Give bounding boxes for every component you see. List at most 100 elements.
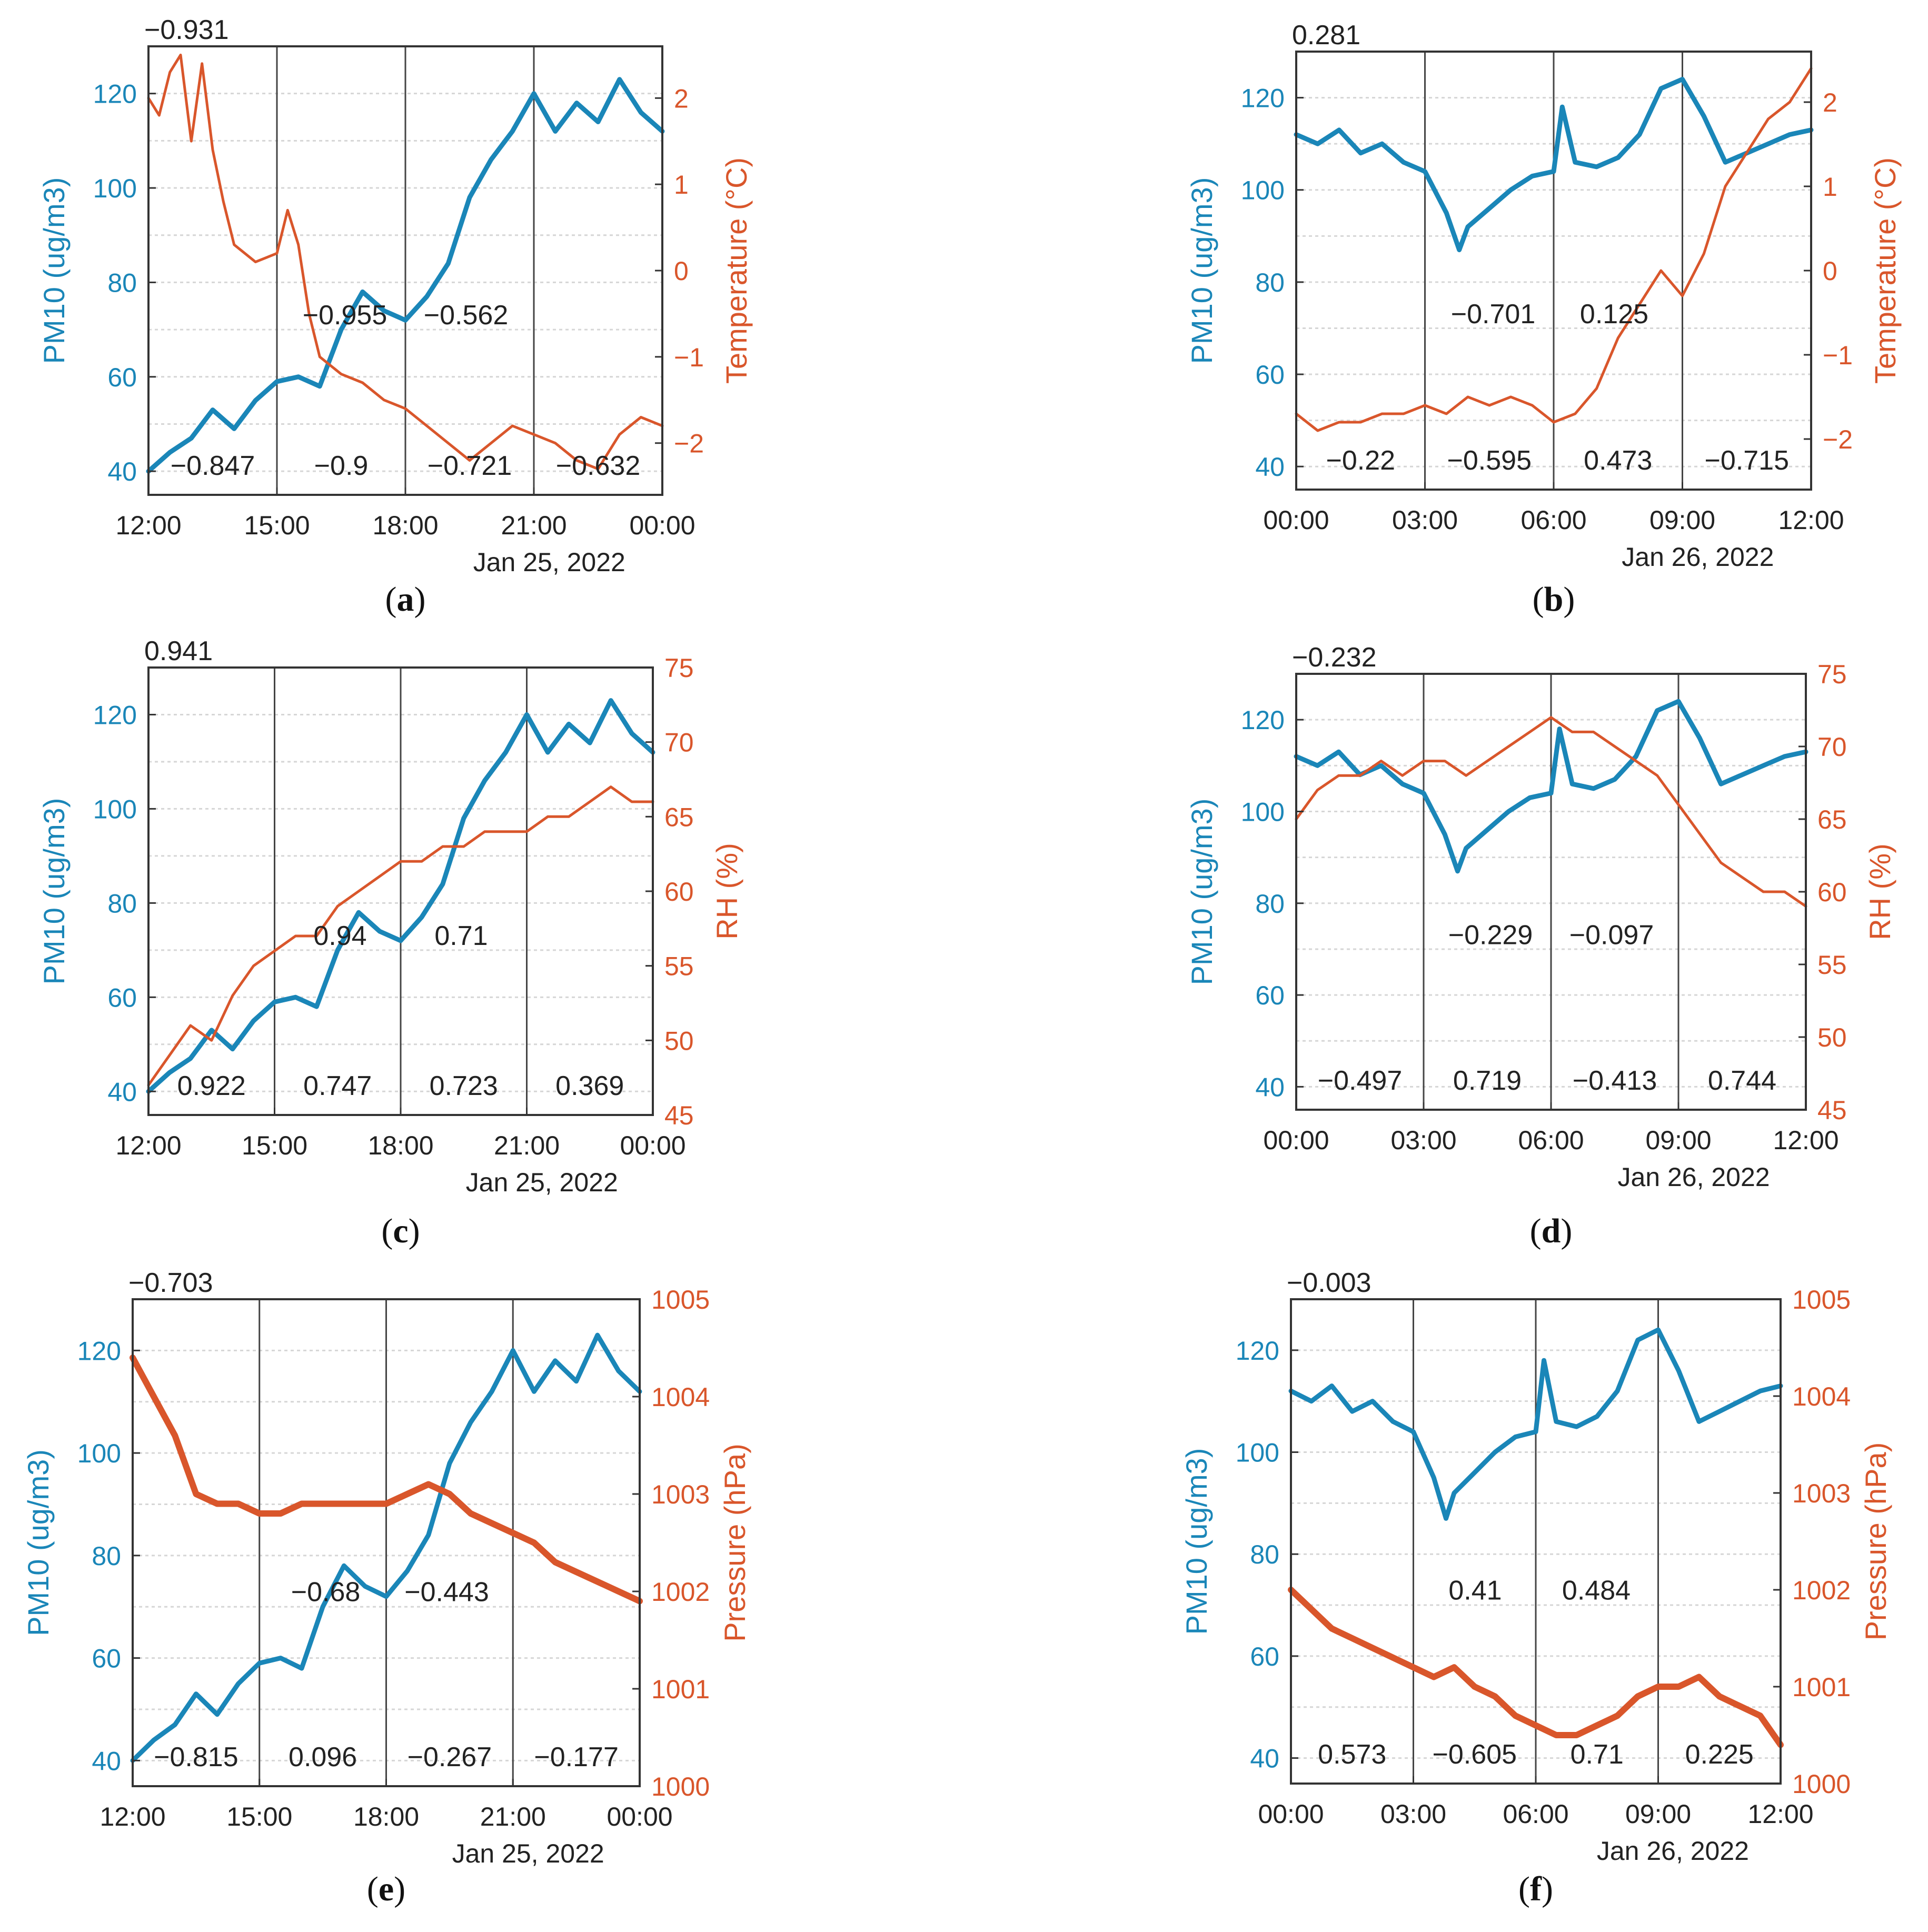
segment-correlation-top: 0.94 <box>313 921 366 951</box>
x-tick-label: 06:00 <box>1520 505 1586 535</box>
overall-correlation: −0.003 <box>1287 1268 1372 1298</box>
segment-correlation-bottom: 0.723 <box>430 1071 498 1101</box>
segment-correlation-bottom: −0.267 <box>408 1742 492 1772</box>
x-tick-label: 21:00 <box>494 1131 560 1160</box>
y-tick-label-right: 1002 <box>651 1577 710 1607</box>
y-axis-title-right: Pressure (hPa) <box>718 1443 751 1642</box>
y-tick-label-left: 80 <box>107 889 137 918</box>
y-axis-title-right: RH (%) <box>710 843 743 940</box>
series-line-temperature <box>1295 67 1813 432</box>
x-tick-label: 12:00 <box>115 511 181 540</box>
date-label: Jan 25, 2022 <box>452 1839 604 1868</box>
y-axis-title-right: Pressure (hPa) <box>1859 1442 1892 1641</box>
caption-paren-open: ( <box>1530 1212 1542 1250</box>
overall-correlation: −0.232 <box>1292 642 1377 673</box>
panel-caption: (a) <box>385 580 426 619</box>
segment-correlation-bottom: 0.747 <box>303 1071 372 1101</box>
caption-paren-close: ) <box>1542 1870 1553 1908</box>
series-line-pm10 <box>146 77 665 474</box>
x-tick-label: 00:00 <box>620 1131 685 1160</box>
panel-caption: (b) <box>1533 580 1575 619</box>
y-tick-label-right: 1005 <box>651 1285 710 1314</box>
segment-correlation-top: 0.125 <box>1580 299 1648 330</box>
y-axis-title-left: PM10 (ug/m3) <box>37 798 71 985</box>
overall-correlation: 0.941 <box>144 636 213 666</box>
y-axis-title-left: PM10 (ug/m3) <box>1185 799 1218 985</box>
date-label: Jan 25, 2022 <box>473 547 625 577</box>
y-tick-label-right: −2 <box>674 429 704 459</box>
y-tick-label-left: 60 <box>107 363 137 392</box>
x-tick-label: 09:00 <box>1649 505 1715 535</box>
segment-correlation-bottom: −0.22 <box>1326 445 1395 476</box>
segment-correlation-bottom: −0.632 <box>556 451 641 481</box>
series-line-pm10 <box>1294 77 1814 253</box>
chart-panel-c: 40 60 80 100 120 45 50 55 60 65 70 75 12:00 15:00 18:0… <box>37 636 743 1250</box>
segment-correlation-bottom: 0.369 <box>555 1071 624 1101</box>
y-tick-label-left: 120 <box>93 79 137 109</box>
y-tick-label-left: 100 <box>93 794 137 824</box>
x-tick-label: 15:00 <box>244 511 310 540</box>
y-tick-label-left: 40 <box>1255 1072 1285 1102</box>
y-tick-label-right: 1004 <box>1792 1382 1851 1411</box>
series-line-pressure <box>1288 1587 1784 1748</box>
date-label: Jan 26, 2022 <box>1617 1162 1770 1192</box>
y-tick-label-left: 40 <box>1250 1744 1279 1774</box>
y-tick-label-right: 50 <box>1817 1023 1847 1052</box>
segment-correlation-top: −0.229 <box>1448 920 1533 950</box>
caption-paren-open: ( <box>385 580 397 619</box>
y-tick-label-left: 40 <box>107 457 137 486</box>
x-tick-label: 06:00 <box>1503 1799 1568 1829</box>
y-tick-label-left: 100 <box>1241 797 1285 826</box>
y-axis-title-left: PM10 (ug/m3) <box>37 177 71 364</box>
y-tick-label-right: 1002 <box>1792 1576 1851 1605</box>
x-tick-label: 12:00 <box>1747 1799 1813 1829</box>
y-tick-label-left: 60 <box>1250 1642 1279 1671</box>
caption-paren-close: ) <box>394 1870 405 1908</box>
segment-correlation-bottom: −0.595 <box>1447 445 1532 476</box>
y-tick-label-right: 50 <box>664 1026 694 1055</box>
segment-correlation-bottom: −0.847 <box>171 451 255 481</box>
segment-correlation-top: −0.68 <box>291 1577 361 1608</box>
caption-letter: a <box>397 580 414 619</box>
series-line-rh <box>147 785 654 1087</box>
segment-correlation-bottom: −0.715 <box>1705 445 1790 476</box>
y-tick-label-left: 80 <box>1250 1540 1279 1569</box>
y-axis-title-left: PM10 (ug/m3) <box>22 1449 55 1636</box>
y-tick-label-left: 120 <box>93 700 137 730</box>
segment-correlation-bottom: 0.225 <box>1685 1739 1754 1770</box>
x-tick-label: 18:00 <box>353 1802 419 1831</box>
segment-correlation-top: 0.484 <box>1562 1575 1631 1606</box>
series-line-pm10 <box>1294 699 1808 874</box>
x-tick-label: 03:00 <box>1390 1126 1456 1155</box>
segment-correlation-top: −0.701 <box>1451 299 1536 330</box>
y-tick-label-left: 40 <box>92 1746 121 1776</box>
caption-paren-open: ( <box>381 1212 393 1250</box>
segment-correlation-top: −0.562 <box>424 300 509 331</box>
panel-caption: (e) <box>367 1870 405 1908</box>
segment-correlation-bottom: −0.177 <box>534 1742 619 1772</box>
y-tick-label-right: 2 <box>674 84 689 113</box>
series-line-rh <box>1295 716 1807 908</box>
chart-panel-b: 40 60 80 100 120 −2 −1 0 1 2 00:00 03:00 06:00 09:00 1… <box>1185 20 1902 619</box>
series-line-pressure <box>130 1355 643 1605</box>
y-tick-label-right: 1005 <box>1792 1285 1851 1314</box>
x-tick-label: 18:00 <box>372 511 438 540</box>
panel-caption: (c) <box>381 1212 420 1250</box>
y-tick-label-right: 60 <box>1817 878 1847 907</box>
y-tick-label-right: 75 <box>1817 660 1847 689</box>
segment-correlation-bottom: −0.9 <box>314 451 369 481</box>
y-tick-label-left: 120 <box>1241 705 1285 735</box>
x-tick-label: 15:00 <box>226 1802 292 1831</box>
y-tick-label-right: −2 <box>1823 425 1853 454</box>
chart-panel-a: 40 60 80 100 120 −2 −1 0 1 2 12:00 15:00 18:00 21:00 0… <box>37 15 753 619</box>
segment-correlation-top: 0.41 <box>1448 1575 1502 1606</box>
y-tick-label-left: 100 <box>77 1439 121 1468</box>
series-line-pm10 <box>1288 1327 1783 1521</box>
date-label: Jan 26, 2022 <box>1622 542 1774 572</box>
segment-correlation-bottom: −0.413 <box>1573 1065 1657 1096</box>
caption-letter: c <box>393 1212 408 1250</box>
y-tick-label-right: 1000 <box>1792 1769 1851 1799</box>
segment-correlation-top: 0.71 <box>434 921 488 951</box>
caption-letter: b <box>1544 580 1564 619</box>
